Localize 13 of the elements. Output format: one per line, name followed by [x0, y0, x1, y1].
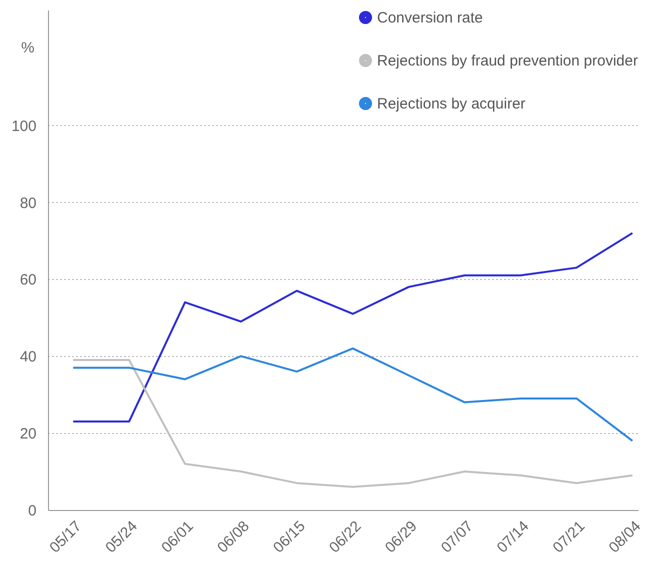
- legend-label: Rejections by acquirer: [377, 96, 526, 112]
- y-tick-label: 20: [20, 426, 36, 443]
- legend-label: Conversion rate: [377, 10, 483, 26]
- line-series: [72, 347, 634, 442]
- y-tick-label: 60: [20, 272, 36, 289]
- line-series: [72, 232, 634, 423]
- line-series: [72, 359, 634, 488]
- legend-label: Rejections by fraud prevention provider: [377, 52, 638, 70]
- y-axis-title: %: [21, 40, 34, 56]
- y-tick-label: 40: [20, 348, 36, 366]
- y-tick-label: 100: [11, 118, 36, 135]
- y-tick-label: 80: [20, 194, 36, 212]
- y-tick-label: 0: [28, 502, 36, 520]
